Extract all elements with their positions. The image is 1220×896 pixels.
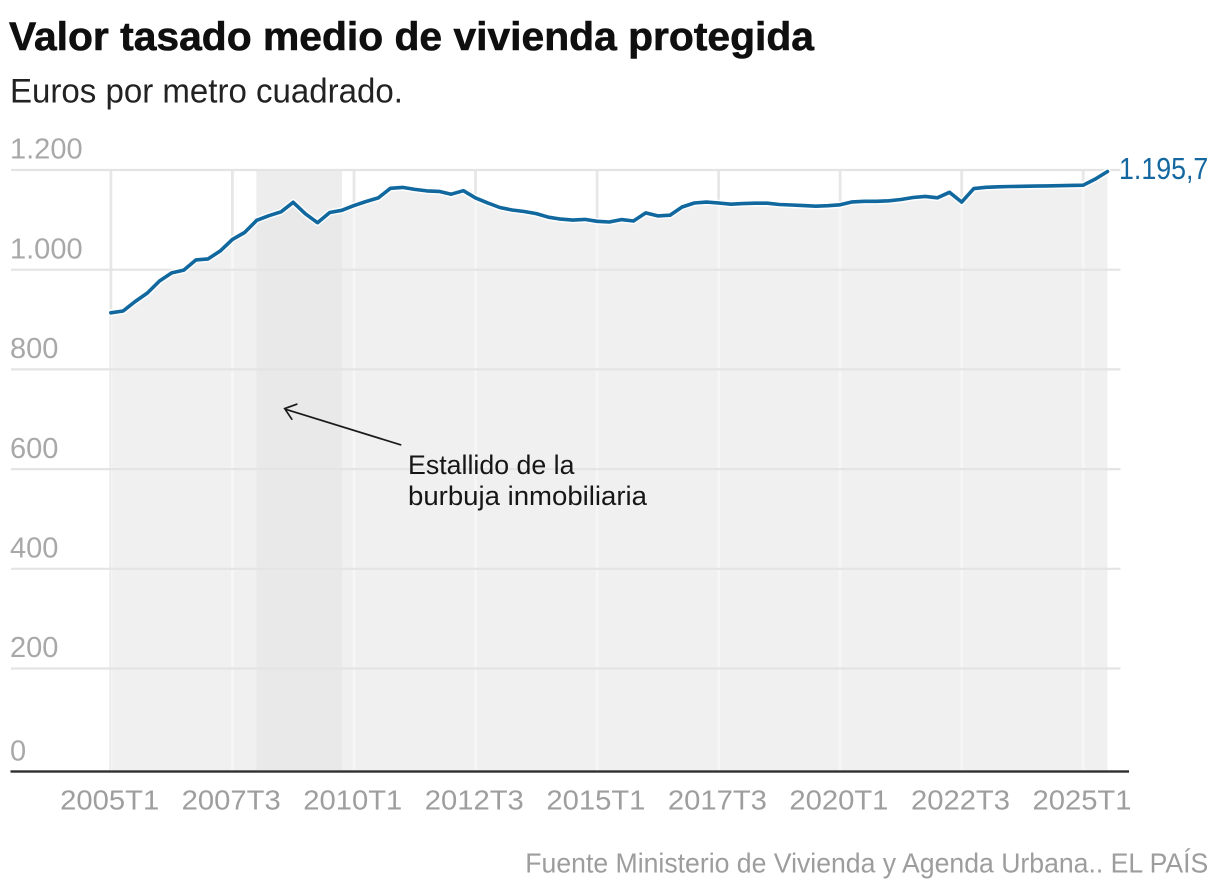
svg-text:800: 800 xyxy=(10,333,58,365)
svg-text:Euros por metro cuadrado.: Euros por metro cuadrado. xyxy=(10,73,403,111)
svg-text:2010T1: 2010T1 xyxy=(303,785,402,816)
svg-text:2007T3: 2007T3 xyxy=(182,785,281,816)
svg-text:Valor tasado medio de vivienda: Valor tasado medio de vivienda protegida xyxy=(9,15,815,59)
svg-text:1.200: 1.200 xyxy=(10,134,83,166)
svg-text:2025T1: 2025T1 xyxy=(1033,785,1132,816)
svg-text:1.000: 1.000 xyxy=(10,233,83,265)
svg-text:600: 600 xyxy=(10,433,58,465)
svg-text:200: 200 xyxy=(10,632,58,664)
svg-text:Fuente Ministerio de Vivienda: Fuente Ministerio de Vivienda y Agenda U… xyxy=(525,848,1208,879)
svg-text:2022T3: 2022T3 xyxy=(911,785,1010,816)
svg-text:400: 400 xyxy=(10,533,58,565)
svg-text:2005T1: 2005T1 xyxy=(60,785,159,816)
svg-text:2017T3: 2017T3 xyxy=(668,785,767,816)
svg-text:1.195,7: 1.195,7 xyxy=(1119,151,1208,186)
svg-text:2012T3: 2012T3 xyxy=(425,785,524,816)
svg-text:burbuja inmobiliaria: burbuja inmobiliaria xyxy=(408,481,648,511)
svg-text:Estallido de la: Estallido de la xyxy=(408,450,575,480)
svg-text:0: 0 xyxy=(10,736,26,768)
svg-text:2020T1: 2020T1 xyxy=(789,785,888,816)
svg-text:2015T1: 2015T1 xyxy=(546,785,645,816)
